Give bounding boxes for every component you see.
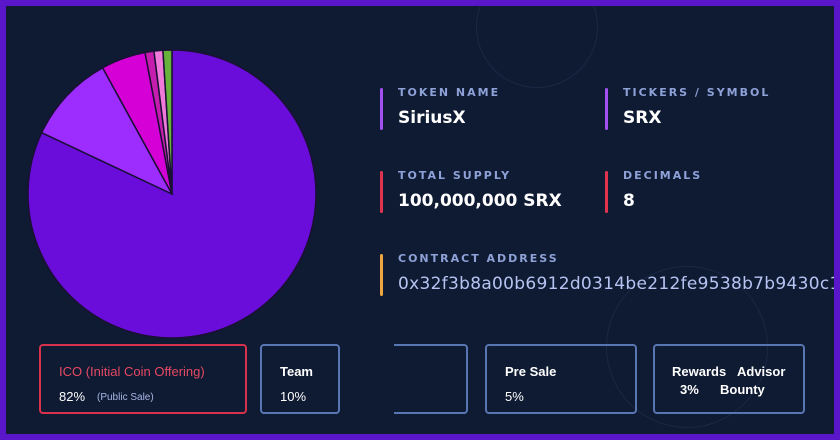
ico-card-note: (Public Sale) xyxy=(97,392,154,403)
token-distribution-chart xyxy=(22,44,322,344)
contract-address-label: CONTRACT ADDRESS xyxy=(398,252,559,265)
team-card-title: Team xyxy=(280,364,313,379)
advisor-title: Advisor xyxy=(737,364,786,379)
ico-card-title: ICO (Initial Coin Offering) xyxy=(59,364,205,379)
pie-chart-svg xyxy=(27,49,317,339)
background-decoration xyxy=(476,6,598,88)
accent-bar xyxy=(380,171,383,213)
ico-card-percent: 82% xyxy=(59,389,86,404)
team-card-percent: 10% xyxy=(280,389,307,404)
token-name-label: TOKEN NAME xyxy=(398,86,501,99)
rewards-advisor-bounty-card[interactable]: Rewards Advisor 3% Bounty xyxy=(653,344,805,414)
accent-bar xyxy=(605,171,608,213)
ticker-field: TICKERS / SYMBOL SRX xyxy=(605,86,771,130)
rewards-title: Rewards xyxy=(672,364,727,379)
decimals-field: DECIMALS 8 xyxy=(605,169,703,213)
ico-card[interactable]: ICO (Initial Coin Offering) 82% (Public … xyxy=(39,344,247,414)
presale-card-percent: 5% xyxy=(505,389,524,404)
pie-slice-2[interactable] xyxy=(40,66,174,196)
token-name-field: TOKEN NAME SiriusX xyxy=(380,86,501,130)
empty-card xyxy=(394,344,468,414)
presale-card-title: Pre Sale xyxy=(505,364,557,379)
bounty-title: Bounty xyxy=(720,382,765,397)
background-decoration xyxy=(606,266,768,428)
ticker-label: TICKERS / SYMBOL xyxy=(623,86,771,99)
total-supply-field: TOTAL SUPPLY 100,000,000 SRX xyxy=(380,169,562,213)
presale-card[interactable]: Pre Sale 5% xyxy=(485,344,637,414)
contract-address-field: CONTRACT ADDRESS 0x32f3b8a00b6912d0314be… xyxy=(380,252,840,296)
accent-bar xyxy=(605,88,608,130)
accent-bar xyxy=(380,88,383,130)
total-supply-label: TOTAL SUPPLY xyxy=(398,169,512,182)
ticker-value: SRX xyxy=(623,108,662,128)
decimals-value: 8 xyxy=(623,191,635,211)
total-supply-value: 100,000,000 SRX xyxy=(398,191,562,211)
decimals-label: DECIMALS xyxy=(623,169,703,182)
team-card[interactable]: Team 10% xyxy=(260,344,340,414)
token-name-value: SiriusX xyxy=(398,108,466,128)
rewards-percent: 3% xyxy=(680,382,699,397)
accent-bar xyxy=(380,254,383,296)
pie-slice-6[interactable] xyxy=(162,49,173,195)
contract-address-value[interactable]: 0x32f3b8a00b6912d0314be212fe9538b7b9430c… xyxy=(398,274,840,294)
